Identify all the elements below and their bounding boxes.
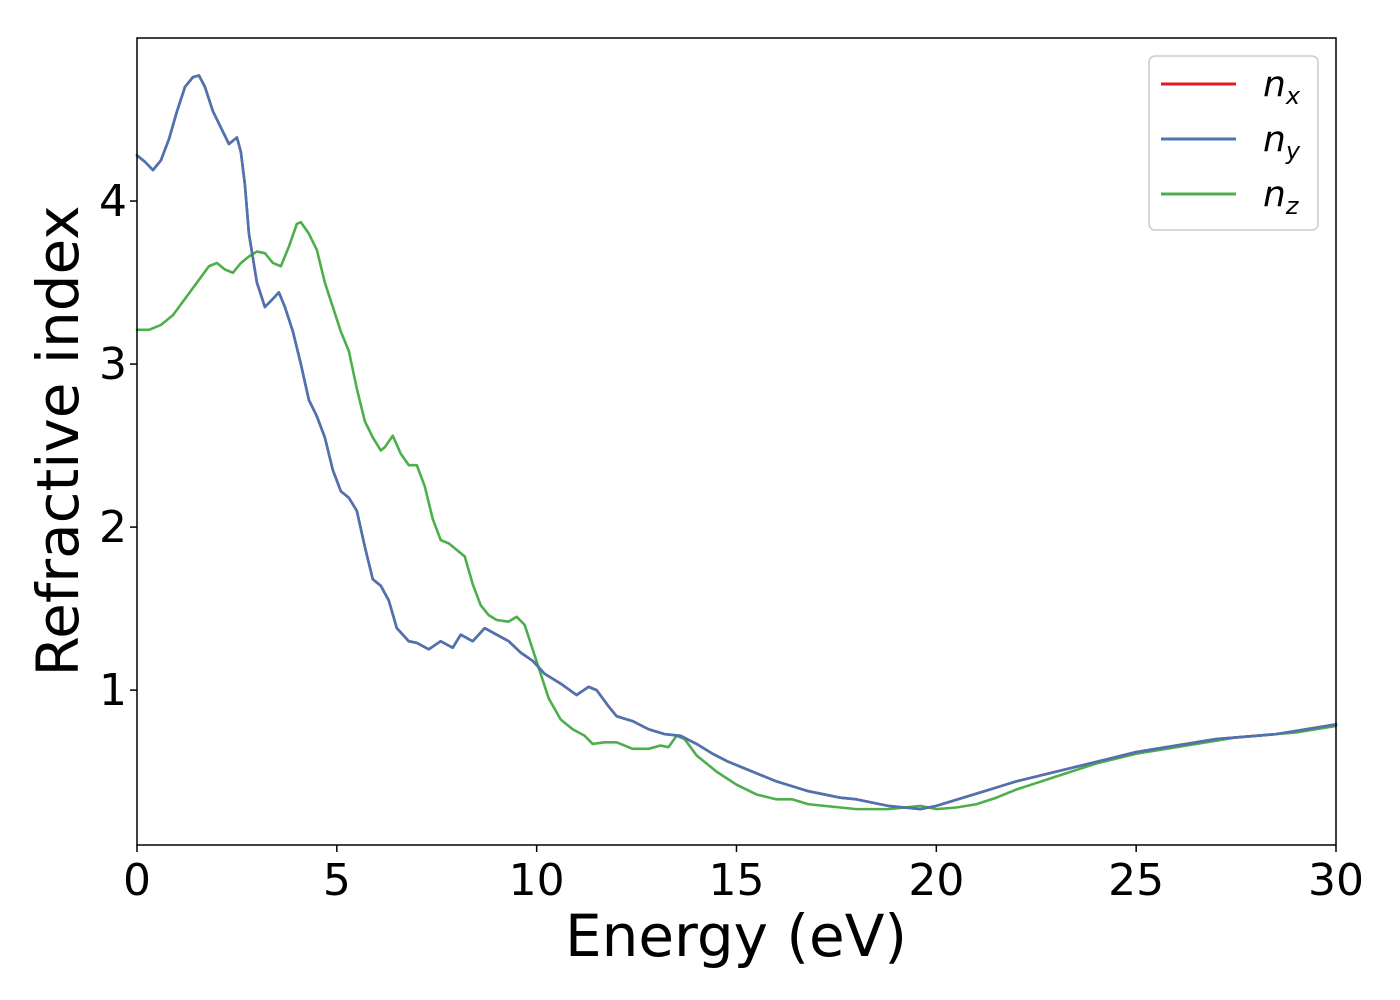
x-tick-label: 15 bbox=[709, 855, 765, 906]
x-tick-label: 20 bbox=[908, 855, 964, 906]
legend-label-nx: nx bbox=[1263, 64, 1301, 110]
y-tick-label: 3 bbox=[99, 339, 127, 390]
series-line-ny bbox=[135, 74, 1338, 811]
x-tick-label: 25 bbox=[1108, 855, 1164, 906]
y-tick-label: 1 bbox=[99, 665, 127, 716]
legend: nx ny nz bbox=[1148, 55, 1319, 231]
x-axis-title: Energy (eV) bbox=[565, 902, 907, 970]
y-tick-label: 2 bbox=[99, 502, 127, 553]
legend-label-nz: nz bbox=[1263, 174, 1300, 220]
y-tick-label: 4 bbox=[99, 176, 127, 227]
series-layer bbox=[135, 74, 1338, 811]
legend-label-ny: ny bbox=[1263, 119, 1301, 165]
legend-box bbox=[1148, 55, 1319, 231]
series-line-nz bbox=[135, 220, 1338, 811]
x-tick-label: 30 bbox=[1308, 855, 1364, 906]
x-tick-label: 0 bbox=[123, 855, 151, 906]
plot-background bbox=[137, 38, 1336, 845]
y-axis-title: Refractive index bbox=[24, 205, 92, 676]
y-axis-ticks: 1 2 3 4 bbox=[99, 176, 137, 716]
x-tick-label: 5 bbox=[323, 855, 351, 906]
x-tick-label: 10 bbox=[509, 855, 565, 906]
x-axis-ticks: 0 5 10 15 20 25 30 bbox=[123, 845, 1364, 906]
